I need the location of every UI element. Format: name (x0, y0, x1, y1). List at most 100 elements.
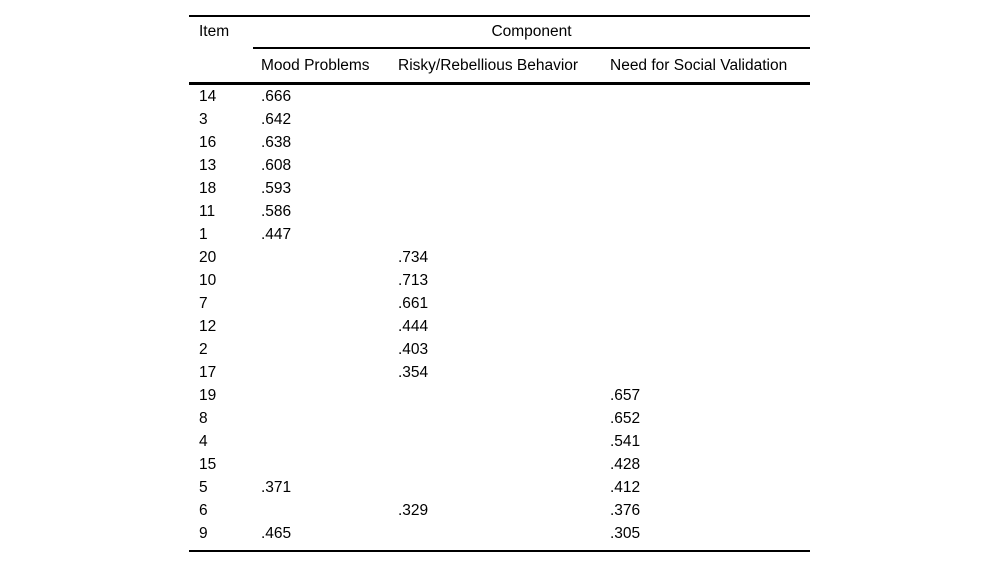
table-row: 17 .354 (189, 361, 810, 384)
item-number: 5 (199, 478, 208, 496)
loading-value (602, 131, 810, 154)
loading-value (390, 223, 602, 246)
item-number: 7 (199, 294, 208, 312)
table-body: 14 .666 3 .642 16 .638 13 .608 18 .593 11 .586 1 .447… (189, 84, 810, 552)
loading-value: .305 (610, 524, 641, 542)
loading-value (602, 269, 810, 292)
table-header: Item Component Mood Problems Risky/Rebel… (189, 16, 811, 85)
table-row: 4 .541 (189, 430, 810, 453)
loading-value (602, 84, 810, 109)
loading-value (390, 84, 602, 109)
item-number: 6 (199, 501, 208, 519)
table-row: 6 .329 .376 (189, 499, 810, 522)
item-number: 9 (199, 524, 208, 542)
table-row: 13 .608 (189, 154, 810, 177)
loading-value: .447 (261, 225, 292, 243)
loading-value (390, 131, 602, 154)
loading-value (253, 361, 390, 384)
item-number: 16 (199, 133, 217, 151)
table-row: 5 .371 .412 (189, 476, 810, 499)
loading-value: .666 (261, 87, 292, 105)
column-header-item: Item (189, 16, 253, 85)
item-number: 4 (199, 432, 208, 450)
table-row: 18 .593 (189, 177, 810, 200)
loading-value: .586 (261, 202, 292, 220)
item-number: 1 (199, 225, 208, 243)
loading-value: .593 (261, 179, 292, 197)
loading-value (253, 407, 390, 430)
loading-value (390, 200, 602, 223)
loading-value: .638 (261, 133, 292, 151)
loading-value (602, 177, 810, 200)
table-row: 11 .586 (189, 200, 810, 223)
loading-value (602, 338, 810, 361)
loading-value (253, 499, 390, 522)
loading-value (602, 154, 810, 177)
column-header-mood-problems: Mood Problems (253, 48, 390, 85)
loading-value (253, 384, 390, 407)
table-row: 10 .713 (189, 269, 810, 292)
table-row: 16 .638 (189, 131, 810, 154)
loading-value: .376 (610, 501, 641, 519)
loading-value (390, 430, 602, 453)
table-row: 12 .444 (189, 315, 810, 338)
item-number: 10 (199, 271, 217, 289)
loading-value: .734 (398, 248, 429, 266)
loadings-table: Item Component Mood Problems Risky/Rebel… (189, 15, 811, 552)
table-bottom-spacer (189, 545, 810, 551)
item-number: 13 (199, 156, 217, 174)
item-number: 18 (199, 179, 217, 197)
loading-value (602, 246, 810, 269)
loading-value (253, 292, 390, 315)
item-number: 15 (199, 455, 217, 473)
table-row: 20 .734 (189, 246, 810, 269)
loading-value (253, 338, 390, 361)
column-header-row: Mood Problems Risky/Rebellious Behavior … (189, 48, 811, 85)
loading-value: .465 (261, 524, 292, 542)
loading-value (390, 453, 602, 476)
loading-value (602, 292, 810, 315)
loading-value (253, 453, 390, 476)
loading-value: .354 (398, 363, 429, 381)
loading-value: .642 (261, 110, 292, 128)
table-row: 1 .447 (189, 223, 810, 246)
loading-value (390, 177, 602, 200)
loading-value (390, 108, 602, 131)
loading-value: .541 (610, 432, 641, 450)
table-row: 15 .428 (189, 453, 810, 476)
item-number: 20 (199, 248, 217, 266)
loading-value (602, 315, 810, 338)
table-row: 19 .657 (189, 384, 810, 407)
loading-value (390, 154, 602, 177)
loading-value (602, 361, 810, 384)
loading-value: .428 (610, 455, 641, 473)
item-number: 17 (199, 363, 217, 381)
loading-value (602, 223, 810, 246)
loading-value (390, 476, 602, 499)
loading-value (253, 315, 390, 338)
table-row: 8 .652 (189, 407, 810, 430)
item-number: 2 (199, 340, 208, 358)
column-header-risky-rebellious-behavior: Risky/Rebellious Behavior (390, 48, 602, 85)
column-header-need-for-social-validation: Need for Social Validation (602, 48, 811, 85)
item-number: 11 (199, 202, 216, 220)
table-row: 14 .666 (189, 84, 810, 109)
loading-value: .403 (398, 340, 429, 358)
table-row: 9 .465 .305 (189, 522, 810, 545)
loading-value: .713 (398, 271, 429, 289)
loading-value (390, 407, 602, 430)
table-row: 3 .642 (189, 108, 810, 131)
loading-value: .661 (398, 294, 429, 312)
loading-value (602, 108, 810, 131)
group-header-component: Component (253, 16, 811, 49)
loading-value (253, 430, 390, 453)
item-number: 8 (199, 409, 208, 427)
item-number: 3 (199, 110, 208, 128)
group-header-row: Item Component (189, 16, 811, 85)
loading-value: .444 (398, 317, 429, 335)
loading-value: .371 (261, 478, 292, 496)
loading-value: .412 (610, 478, 641, 496)
loading-value: .652 (610, 409, 641, 427)
table-row: 2 .403 (189, 338, 810, 361)
